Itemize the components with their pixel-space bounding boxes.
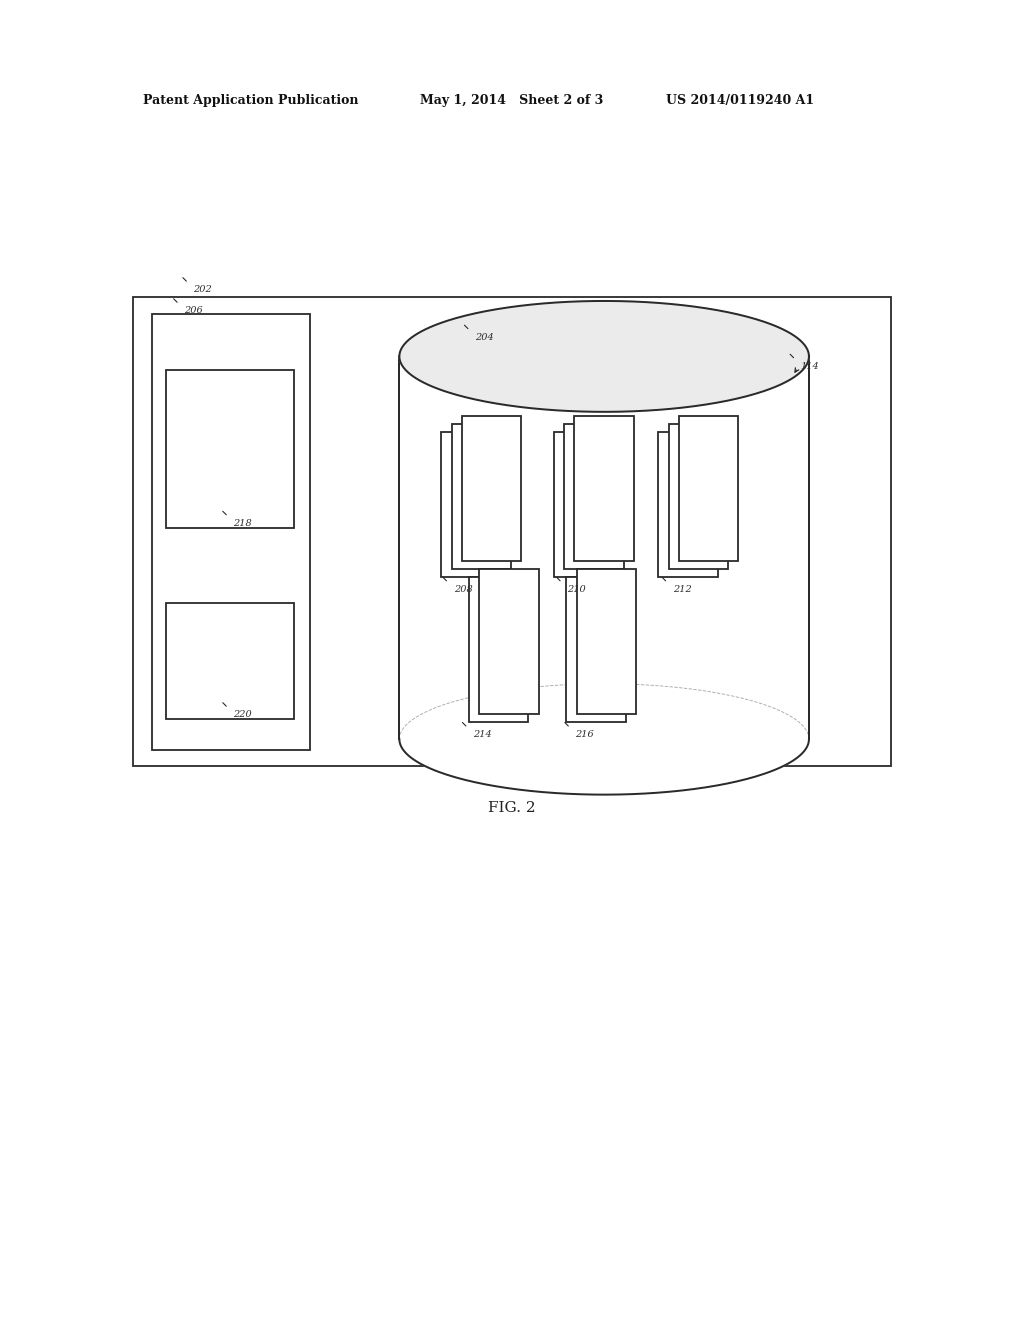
Bar <box>133 297 891 766</box>
Bar <box>452 424 511 569</box>
Bar <box>564 424 624 569</box>
Bar <box>566 577 626 722</box>
Bar <box>577 569 636 714</box>
Bar <box>166 603 294 719</box>
Text: 212: 212 <box>673 585 691 594</box>
Polygon shape <box>399 301 809 795</box>
Text: 214: 214 <box>473 730 492 739</box>
Text: 114: 114 <box>801 362 819 371</box>
Bar <box>479 569 539 714</box>
Bar <box>658 432 718 577</box>
Bar <box>166 370 294 528</box>
Bar <box>441 432 501 577</box>
Text: 206: 206 <box>184 306 203 315</box>
Text: US 2014/0119240 A1: US 2014/0119240 A1 <box>666 94 814 107</box>
Bar <box>669 424 728 569</box>
Text: 202: 202 <box>194 285 212 294</box>
Bar <box>574 416 634 561</box>
Text: 218: 218 <box>233 519 252 528</box>
Bar <box>679 416 738 561</box>
Text: May 1, 2014   Sheet 2 of 3: May 1, 2014 Sheet 2 of 3 <box>420 94 603 107</box>
Text: Patent Application Publication: Patent Application Publication <box>143 94 358 107</box>
Text: 208: 208 <box>454 585 472 594</box>
Text: 204: 204 <box>475 333 494 342</box>
Bar <box>462 416 521 561</box>
Bar <box>152 314 310 750</box>
Text: 216: 216 <box>575 730 594 739</box>
Text: 220: 220 <box>233 710 252 719</box>
Bar <box>469 577 528 722</box>
Text: 210: 210 <box>567 585 586 594</box>
Bar <box>554 432 613 577</box>
Text: FIG. 2: FIG. 2 <box>488 801 536 814</box>
Polygon shape <box>399 301 809 412</box>
